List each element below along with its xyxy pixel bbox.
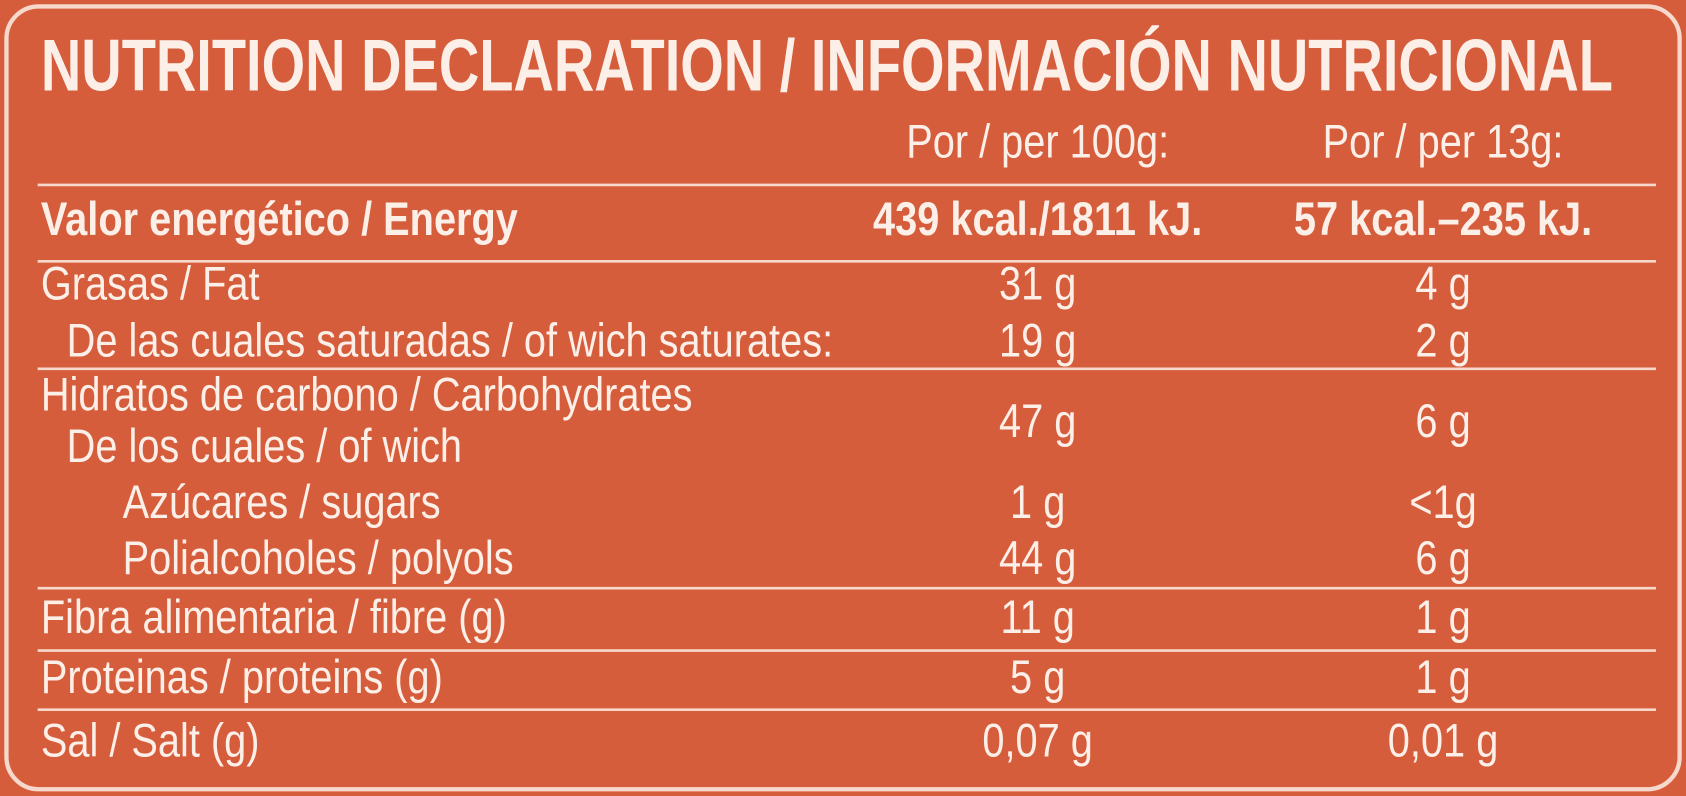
row-value: 1 g <box>1415 591 1470 644</box>
row-value: 0,07 g <box>982 714 1092 767</box>
border <box>4 4 1682 792</box>
label-content: NUTRITION DECLARATION / INFORMACIÓN NUTR… <box>4 4 1682 792</box>
row-label: Proteinas / proteins (g) <box>41 651 443 704</box>
row-value: 5 g <box>1010 651 1065 704</box>
row-value: <1g <box>1409 476 1476 529</box>
row-label: Valor energético / Energy <box>41 193 519 246</box>
row-label: Fibra alimentaria / fibre (g) <box>41 591 507 644</box>
row-value: 0,01 g <box>1388 714 1498 767</box>
row-value: 4 g <box>1415 257 1470 310</box>
title: NUTRITION DECLARATION / INFORMACIÓN NUTR… <box>41 25 1613 106</box>
row-label: Hidratos de carbono / Carbohydrates <box>41 368 693 421</box>
row-value: 19 g <box>999 314 1076 367</box>
row-value: 6 g <box>1415 395 1470 448</box>
row-value: 11 g <box>1000 591 1074 644</box>
row-value: 31 g <box>999 257 1076 310</box>
row-value: 6 g <box>1415 532 1470 585</box>
row-label: De los cuales / of wich <box>67 420 462 473</box>
row-value: 44 g <box>999 532 1076 585</box>
row-value: 439 kcal./1811 kJ. <box>873 193 1202 246</box>
row-label: Grasas / Fat <box>41 257 260 310</box>
row-value: 2 g <box>1415 314 1470 367</box>
row-label: Sal / Salt (g) <box>41 714 260 767</box>
row-value: 47 g <box>999 395 1076 448</box>
row-label: De las cuales saturadas / of wich satura… <box>67 314 833 367</box>
row-label: Azúcares / sugars <box>123 476 441 529</box>
row-value: 1 g <box>1010 476 1065 529</box>
row-value: 57 kcal.–235 kJ. <box>1294 193 1592 246</box>
row-label: Polialcoholes / polyols <box>123 532 514 585</box>
column-header: Por / per 100g: <box>906 115 1169 168</box>
row-value: 1 g <box>1415 651 1470 704</box>
column-header: Por / per 13g: <box>1323 115 1564 168</box>
